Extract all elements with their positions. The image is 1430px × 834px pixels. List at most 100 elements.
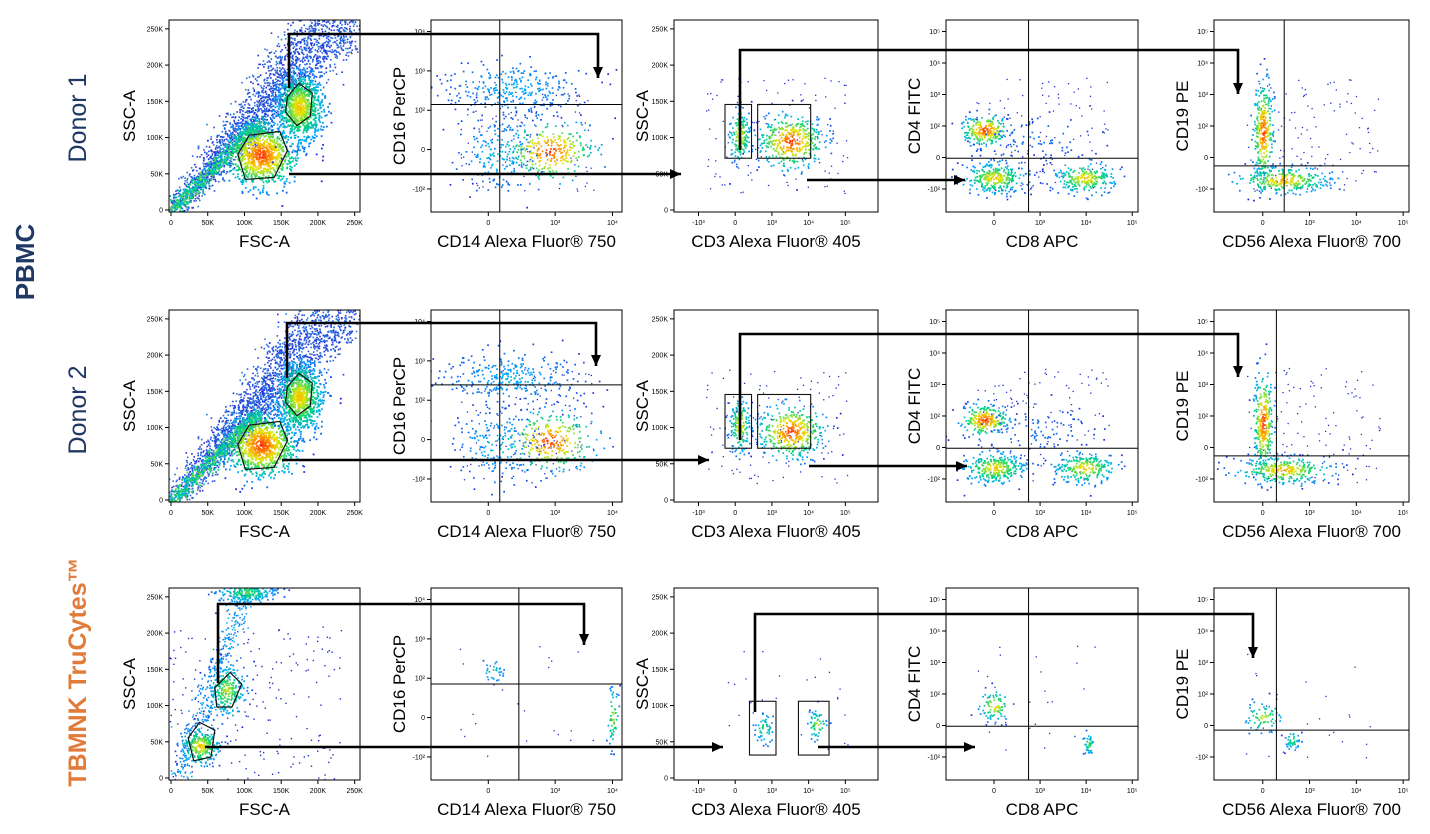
axis-ticks: 0 10³ 10⁴ 10⁵ -10² 0 10² 10³ 10⁴ 10⁵ (928, 319, 1138, 517)
x-tick-label: 10³ (1304, 510, 1315, 517)
y-tick-label: 150K (652, 389, 669, 396)
x-axis-title: CD14 Alexa Fluor® 750 (437, 522, 616, 541)
arrow-r1-lymphocytes-to-cd3 (289, 169, 681, 179)
arrow-r1-cd3neg-to-cd19 (738, 48, 1243, 150)
arrow-r1-monocytes-to-cd14 (287, 32, 603, 88)
plot-frame (168, 19, 361, 213)
x-axis-title: CD3 Alexa Fluor® 405 (691, 522, 860, 541)
event-dots (946, 368, 1126, 497)
x-axis-title: CD56 Alexa Fluor® 700 (1222, 800, 1401, 819)
plots-layer: 0 50K 100K 150K 200K 250K 0 50K 100K 150K 200K 250K… (120, 19, 1410, 819)
event-dots (169, 588, 343, 780)
y-tick-label: 0 (664, 498, 668, 505)
y-tick-label: -10² (1196, 476, 1209, 483)
x-tick-label: 10³ (1035, 220, 1046, 227)
y-tick-label: 10² (930, 691, 941, 698)
y-tick-label: 0 (159, 208, 163, 215)
y-tick-label: 10³ (1198, 92, 1209, 99)
arrow-r3-cd3pos-to-cd4cd8 (818, 742, 975, 752)
x-tick-label: 10⁵ (840, 220, 851, 227)
x-tick-label: 10⁵ (1398, 220, 1409, 227)
arrow-r3-cd3neg-to-cd19 (753, 612, 1258, 712)
y-tick-label: 10⁵ (929, 597, 940, 604)
event-dots (459, 646, 621, 757)
y-tick-label: 0 (159, 776, 163, 783)
gate-cd3-positive (757, 103, 812, 159)
event-dots (706, 77, 849, 194)
y-tick-label: 150K (147, 99, 164, 106)
event-dots (431, 339, 614, 496)
x-tick-label: 200K (310, 788, 327, 795)
y-tick-label: 10² (415, 676, 426, 683)
y-tick-label: 100K (652, 703, 669, 710)
y-tick-label: 100K (147, 425, 164, 432)
x-tick-label: 10³ (767, 788, 778, 795)
y-axis-title: SSC-A (120, 657, 139, 710)
x-tick-label: -10³ (692, 788, 705, 795)
y-tick-label: 10² (930, 413, 941, 420)
event-dots (727, 651, 849, 751)
y-tick-label: 10² (415, 108, 426, 115)
x-tick-label: 200K (310, 510, 327, 517)
y-tick-label: -10² (928, 754, 941, 761)
x-axis-title: CD8 APC (1006, 232, 1079, 251)
x-tick-label: 0 (486, 220, 490, 227)
plot-frame (945, 309, 1139, 503)
x-tick-label: 10⁵ (1127, 788, 1138, 795)
y-tick-label: 0 (1204, 723, 1208, 730)
y-tick-label: 100K (147, 135, 164, 142)
axis-ticks: 0 50K 100K 150K 200K 250K 0 50K 100K 150K 200K 250K (147, 26, 364, 227)
plot-r3-c4: 0 10³ 10⁴ 10⁵ -10² 0 10² 10³ 10⁴ 10⁵ CD8 APC CD4 FI… (905, 587, 1139, 819)
gate-lymphocyte (237, 130, 289, 181)
plot-r3-c3: -10³ 0 10³ 10⁴ 10⁵ 0 50K 100K 150K 200K 250K CD3 Al… (633, 587, 879, 819)
y-axis-title: SSC-A (120, 379, 139, 432)
y-axis-title: SSC-A (633, 89, 652, 142)
x-tick-label: 10⁴ (607, 220, 618, 227)
y-tick-label: 250K (652, 26, 669, 33)
plot-frame (1213, 19, 1410, 213)
y-axis-title: SSC-A (120, 89, 139, 142)
x-tick-label: 200K (310, 220, 327, 227)
x-tick-label: 10⁵ (1398, 510, 1409, 517)
y-tick-label: -10² (413, 186, 426, 193)
y-tick-label: -10² (928, 186, 941, 193)
x-tick-label: 10⁵ (1398, 788, 1409, 795)
plot-r2-c1: 0 50K 100K 150K 200K 250K 0 50K 100K 150K 200K 250K… (120, 309, 363, 541)
y-tick-label: 0 (936, 155, 940, 162)
x-tick-label: 50K (201, 510, 214, 517)
x-tick-label: 10³ (550, 220, 561, 227)
y-tick-label: 0 (936, 723, 940, 730)
plot-r1-c4: 0 10³ 10⁴ 10⁵ -10² 0 10² 10³ 10⁴ 10⁵ CD8 APC CD4 FI… (905, 19, 1139, 251)
y-axis-title: CD19 PE (1173, 649, 1192, 720)
x-tick-label: 100K (236, 510, 253, 517)
y-tick-label: 0 (159, 498, 163, 505)
y-tick-label: 250K (147, 316, 164, 323)
x-tick-label: 0 (1261, 510, 1265, 517)
y-axis-title: CD16 PerCP (390, 357, 409, 455)
event-dots (970, 645, 1096, 755)
plot-frame (673, 19, 879, 213)
arrow-r2-lymphocytes-to-cd3 (282, 455, 709, 465)
x-tick-label: 150K (273, 510, 290, 517)
x-tick-label: 0 (1261, 220, 1265, 227)
y-tick-label: 10³ (415, 358, 426, 365)
y-tick-label: 250K (147, 26, 164, 33)
y-tick-label: 10⁴ (929, 629, 940, 636)
gate-monocyte (284, 372, 313, 417)
plot-r3-c5: 0 10³ 10⁴ 10⁵ -10² 0 10² 10³ 10⁴ 10⁵ CD56 Alexa Fl… (1173, 587, 1410, 819)
axis-ticks: -10³ 0 10³ 10⁴ 10⁵ 0 50K 100K 150K 200K 250K (652, 316, 851, 517)
y-tick-label: 10⁵ (929, 319, 940, 326)
gate-cd3-positive (757, 393, 812, 449)
y-tick-label: -10² (413, 754, 426, 761)
plot-frame (1213, 587, 1410, 781)
arrow-r1-cd3pos-to-cd4cd8 (807, 175, 965, 185)
x-axis-title: CD3 Alexa Fluor® 405 (691, 800, 860, 819)
x-tick-label: 10⁴ (1081, 510, 1092, 517)
plot-frame (430, 309, 623, 503)
plot-frame (945, 19, 1139, 213)
y-tick-label: 10² (930, 123, 941, 130)
y-tick-label: 10⁵ (929, 29, 940, 36)
y-axis-title: SSC-A (633, 379, 652, 432)
y-tick-label: -10² (928, 476, 941, 483)
